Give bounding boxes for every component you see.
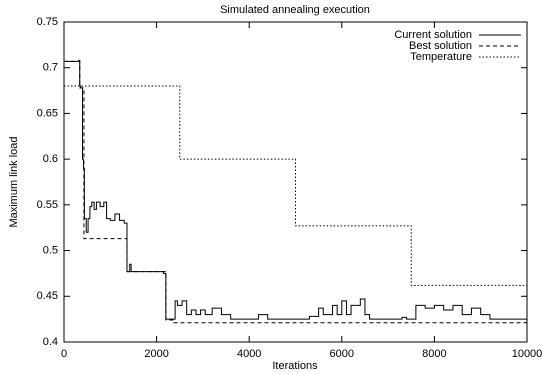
legend-label: Best solution	[409, 40, 472, 52]
x-tick-label: 4000	[237, 348, 261, 360]
y-axis-label: Maximum link load	[8, 136, 20, 227]
y-tick-label: 0.7	[43, 62, 58, 74]
series-line	[64, 85, 527, 286]
y-tick-label: 0.4	[43, 336, 58, 348]
series-line	[64, 60, 527, 324]
x-tick-label: 10000	[512, 348, 542, 360]
y-tick-label: 0.55	[37, 199, 58, 211]
chart-title: Simulated annealing execution	[220, 4, 370, 16]
x-tick-label: 2000	[144, 348, 168, 360]
y-tick-label: 0.75	[37, 16, 58, 28]
x-tick-label: 8000	[422, 348, 446, 360]
legend-label: Current solution	[394, 29, 472, 41]
series-line	[64, 59, 527, 320]
x-tick-label: 6000	[330, 348, 354, 360]
y-tick-label: 0.65	[37, 107, 58, 119]
legend-label: Temperature	[410, 51, 472, 63]
y-tick-label: 0.5	[43, 244, 58, 256]
y-tick-label: 0.45	[37, 290, 58, 302]
x-tick-label: 0	[61, 348, 67, 360]
y-tick-label: 0.6	[43, 153, 58, 165]
plot-frame	[63, 21, 528, 343]
x-axis-label: Iterations	[272, 360, 318, 372]
